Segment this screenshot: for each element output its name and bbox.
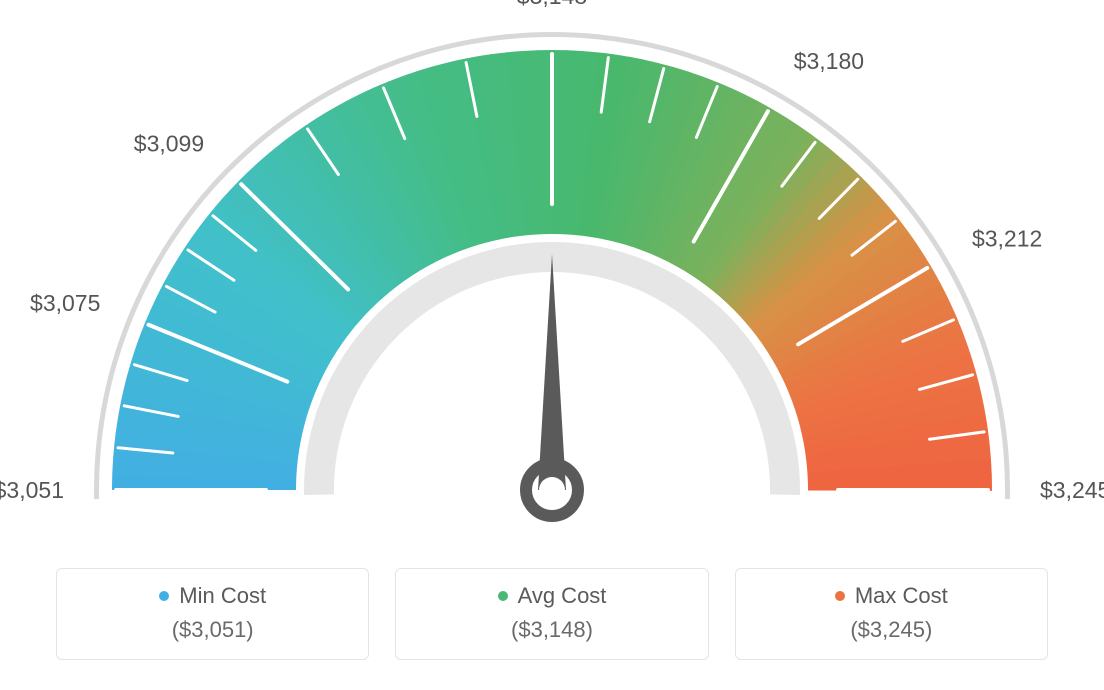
svg-text:$3,180: $3,180: [794, 48, 864, 74]
svg-text:$3,075: $3,075: [30, 290, 100, 316]
legend-card-max: Max Cost ($3,245): [735, 568, 1048, 660]
legend-title-avg: Avg Cost: [498, 583, 607, 609]
legend-title-avg-text: Avg Cost: [518, 583, 607, 609]
dot-avg: [498, 591, 508, 601]
legend-row: Min Cost ($3,051) Avg Cost ($3,148) Max …: [0, 568, 1104, 660]
svg-text:$3,051: $3,051: [0, 477, 64, 503]
svg-text:$3,099: $3,099: [134, 131, 204, 157]
dot-max: [835, 591, 845, 601]
legend-title-min: Min Cost: [159, 583, 266, 609]
gauge-chart: $3,051 $3,075 $3,099 $3,148 $3,180 $3,212 $3,2…: [0, 0, 1104, 560]
legend-value-avg: ($3,148): [406, 617, 697, 643]
legend-value-max: ($3,245): [746, 617, 1037, 643]
legend-card-avg: Avg Cost ($3,148): [395, 568, 708, 660]
legend-title-max-text: Max Cost: [855, 583, 948, 609]
legend-value-min: ($3,051): [67, 617, 358, 643]
gauge-svg: $3,051 $3,075 $3,099 $3,148 $3,180 $3,212 $3,2…: [0, 0, 1104, 560]
legend-title-min-text: Min Cost: [179, 583, 266, 609]
svg-text:$3,245: $3,245: [1040, 477, 1104, 503]
legend-title-max: Max Cost: [835, 583, 948, 609]
svg-text:$3,148: $3,148: [517, 0, 587, 9]
svg-text:$3,212: $3,212: [972, 225, 1042, 251]
dot-min: [159, 591, 169, 601]
legend-card-min: Min Cost ($3,051): [56, 568, 369, 660]
